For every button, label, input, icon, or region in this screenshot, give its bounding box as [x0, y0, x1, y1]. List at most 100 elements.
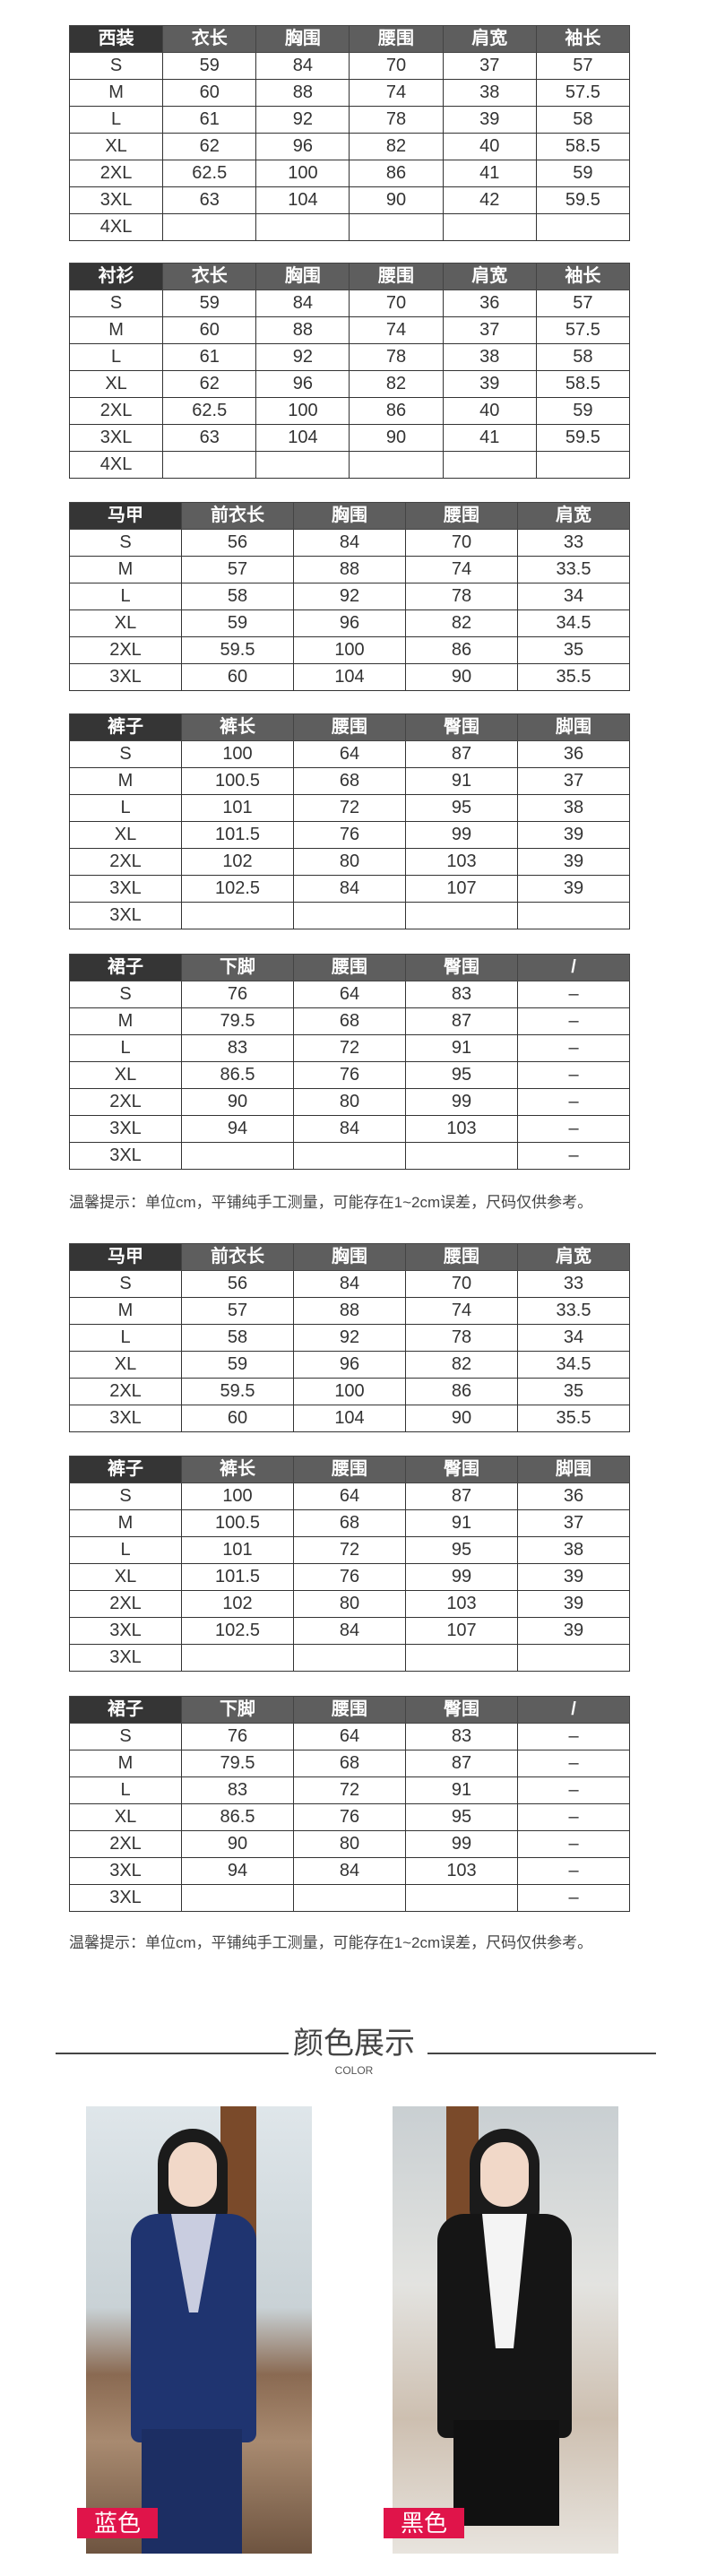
- measurement-cell: 86: [405, 636, 518, 664]
- measurement-cell: 96: [255, 370, 350, 398]
- measurement-cell: 74: [405, 556, 518, 583]
- measurement-cell: 56: [181, 1270, 294, 1298]
- measurement-cell: 58: [181, 583, 294, 610]
- table-row: 4XL: [68, 451, 631, 479]
- measurement-cell: 87: [405, 1007, 518, 1035]
- measurement-cell: 62.5: [162, 160, 257, 187]
- measurement-cell: 58: [535, 343, 631, 371]
- divider-line: [427, 2053, 656, 2054]
- measurement-cell: 61: [162, 343, 257, 371]
- measurement-cell: 59: [181, 1351, 294, 1379]
- size-label: M: [69, 556, 182, 583]
- measurement-cell: 63: [162, 424, 257, 452]
- size-table-1: 衬衫 衣长 胸围 腰围 肩宽 袖长 S 59 84 70 36 57 M 60 88 74 37 57.5 L 61 9…: [68, 263, 631, 479]
- measurement-cell: 56: [181, 529, 294, 557]
- table-row: XL 62 96 82 40 58.5: [68, 133, 631, 160]
- measurement-cell: [293, 902, 406, 929]
- size-label: M: [69, 1297, 182, 1325]
- column-header: 衣长: [162, 263, 257, 290]
- table-row: L 83 72 91–: [69, 1034, 630, 1062]
- measurement-cell: [181, 1142, 294, 1170]
- size-label: XL: [68, 370, 164, 398]
- measurement-cell: 91: [405, 1509, 518, 1537]
- table-category-header: 裙子: [69, 1696, 182, 1724]
- measurement-cell: 74: [349, 79, 444, 107]
- table-row: 2XL 62.5 100 86 40 59: [68, 397, 631, 425]
- measurement-cell: 39: [517, 1590, 630, 1618]
- measurement-cell: 59: [162, 52, 257, 80]
- measurement-cell: 88: [255, 316, 350, 344]
- size-label: XL: [69, 1563, 182, 1591]
- measurement-cell: 79.5: [181, 1007, 294, 1035]
- table-row: 3XL 102.5 84 107 39: [69, 1617, 630, 1645]
- size-label: S: [68, 52, 164, 80]
- size-table-5: 马甲 前衣长 胸围 腰围 肩宽 S 56 84 70 33 M 57 88 74 33.5 L 58 92 78 34…: [69, 1243, 630, 1432]
- table-row: 2XL 102 80 103 39: [69, 848, 630, 876]
- size-label: S: [69, 1723, 182, 1750]
- measurement-cell: [405, 902, 518, 929]
- color-tag-blue: 蓝色: [77, 2508, 158, 2538]
- measurement-cell: 86.5: [181, 1803, 294, 1831]
- measurement-cell: [181, 902, 294, 929]
- measurement-cell: [517, 1644, 630, 1672]
- measurement-cell: 90: [349, 186, 444, 214]
- measurement-cell: 37: [517, 767, 630, 795]
- measurement-cell: 107: [405, 875, 518, 903]
- measurement-cell: 64: [293, 1723, 406, 1750]
- measurement-cell: 94: [181, 1115, 294, 1143]
- measurement-cell: 84: [255, 52, 350, 80]
- table-category-header: 裤子: [69, 713, 182, 741]
- measurement-cell: –: [517, 1061, 630, 1089]
- table-header-row: 衬衫 衣长 胸围 腰围 肩宽 袖长: [68, 263, 631, 290]
- size-table-4: 裙子 下脚 腰围 臀围 / S 76 64 83– M 79.5 68 87– L 83 72 91– XL 86.…: [69, 954, 630, 1170]
- size-label: 4XL: [68, 213, 164, 241]
- size-note: 温馨提示：单位cm，平铺纯手工测量，可能存在1~2cm误差，尺码仅供参考。: [69, 1194, 593, 1211]
- measurement-cell: –: [517, 1803, 630, 1831]
- measurement-cell: 59.5: [535, 186, 631, 214]
- measurement-cell: 39: [442, 106, 537, 134]
- measurement-cell: 83: [181, 1034, 294, 1062]
- measurement-cell: –: [517, 1115, 630, 1143]
- size-label: 3XL: [69, 1115, 182, 1143]
- measurement-cell: 41: [442, 424, 537, 452]
- measurement-cell: 35.5: [517, 663, 630, 691]
- measurement-cell: 72: [293, 1536, 406, 1564]
- measurement-cell: 59.5: [181, 1378, 294, 1405]
- table-row: 4XL: [68, 213, 631, 241]
- measurement-cell: 86: [349, 160, 444, 187]
- size-label: S: [69, 740, 182, 768]
- size-label: M: [69, 767, 182, 795]
- table-row: XL 59 96 82 34.5: [69, 1351, 630, 1379]
- measurement-cell: 34: [517, 583, 630, 610]
- column-header: 衣长: [162, 25, 257, 53]
- measurement-cell: [517, 902, 630, 929]
- size-label: 3XL: [69, 1405, 182, 1432]
- measurement-cell: 37: [442, 52, 537, 80]
- table-category-header: 马甲: [69, 502, 182, 530]
- measurement-cell: [405, 1142, 518, 1170]
- measurement-cell: [255, 451, 350, 479]
- column-header: 胸围: [255, 25, 350, 53]
- table-row: 3XL 60 104 90 35.5: [69, 663, 630, 691]
- measurement-cell: 57: [535, 290, 631, 317]
- table-row: L 61 92 78 38 58: [68, 343, 631, 371]
- measurement-cell: –: [517, 1142, 630, 1170]
- measurement-cell: 103: [405, 1857, 518, 1885]
- measurement-cell: 87: [405, 1750, 518, 1777]
- column-header: 袖长: [535, 263, 631, 290]
- size-label: 2XL: [68, 160, 164, 187]
- table-row: 3XL: [69, 902, 630, 929]
- size-label: S: [69, 529, 182, 557]
- table-row: M 57 88 74 33.5: [69, 1297, 630, 1325]
- column-header: 腰围: [405, 502, 518, 530]
- section-title: 颜色展示: [293, 2027, 415, 2061]
- measurement-cell: 59: [535, 160, 631, 187]
- measurement-cell: 38: [442, 343, 537, 371]
- measurement-cell: 33.5: [517, 556, 630, 583]
- measurement-cell: 104: [255, 186, 350, 214]
- measurement-cell: 87: [405, 740, 518, 768]
- measurement-cell: 76: [293, 821, 406, 849]
- size-label: XL: [69, 821, 182, 849]
- column-header: 腰围: [405, 1243, 518, 1271]
- size-label: 2XL: [68, 397, 164, 425]
